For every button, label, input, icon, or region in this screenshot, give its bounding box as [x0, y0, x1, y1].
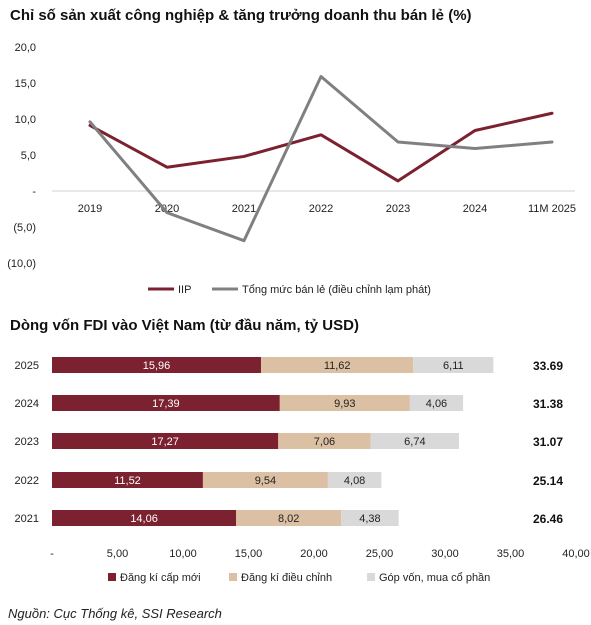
- y-tick-label: 15,0: [15, 78, 36, 90]
- x-tick-label: 40,00: [562, 548, 590, 560]
- bar-data-label: 8,02: [278, 513, 299, 525]
- bar-data-label: 15,96: [143, 360, 171, 372]
- legend-label: Đăng kí điều chỉnh: [241, 572, 332, 584]
- bar-data-label: 4,06: [426, 398, 447, 410]
- legend-swatch: [367, 573, 375, 581]
- bar-data-label: 11,52: [114, 475, 141, 487]
- y-category-label: 2023: [15, 436, 39, 448]
- bar-segment: [52, 395, 280, 411]
- bar-segment: [279, 395, 410, 411]
- x-tick-label: 2023: [386, 203, 410, 215]
- bar-segment: [278, 433, 371, 449]
- x-tick-label: 2022: [309, 203, 333, 215]
- x-tick-label: 30,00: [431, 548, 459, 560]
- source-note: Nguồn: Cục Thống kê, SSI Research: [8, 606, 222, 621]
- bar-data-label: 4,38: [359, 513, 380, 525]
- bar-data-label: 14,06: [130, 513, 158, 525]
- total-label: 33.69: [533, 359, 563, 373]
- x-tick-label: 5,00: [107, 548, 128, 560]
- bar-segment: [413, 357, 494, 373]
- iip-line: [88, 111, 554, 183]
- legend-swatch: [229, 573, 237, 581]
- bar-data-label: 6,11: [443, 360, 464, 372]
- bar-data-label: 9,54: [255, 475, 276, 487]
- total-label: 26.46: [533, 512, 563, 526]
- bar-segment: [327, 472, 382, 488]
- bar-segment: [236, 510, 342, 526]
- bar-chart-title: Dòng vốn FDI vào Việt Nam (từ đầu năm, t…: [10, 317, 359, 334]
- bar-segment: [52, 433, 279, 449]
- bar-segment: [341, 510, 399, 526]
- x-tick-label: 35,00: [497, 548, 525, 560]
- legend-label: Góp vốn, mua cổ phần: [379, 572, 490, 584]
- bar-data-label: 11,62: [324, 360, 351, 372]
- line-chart-title: Chỉ số sản xuất công nghiệp & tăng trưởn…: [10, 7, 472, 24]
- y-tick-label: (5,0): [13, 222, 36, 234]
- bar-data-label: 4,08: [344, 475, 365, 487]
- y-category-label: 2024: [15, 398, 39, 410]
- x-tick-label: 20,00: [300, 548, 328, 560]
- bar-segment: [409, 395, 464, 411]
- x-tick-label: 25,00: [366, 548, 394, 560]
- bar-data-label: 6,74: [404, 436, 425, 448]
- retail-sales-line: [88, 75, 554, 243]
- bar-segment: [370, 433, 460, 449]
- line-chart: 20,015,010,05,0-(5,0)(10,0)2019 2020 2021 2…: [7, 42, 576, 296]
- y-tick-label: (10,0): [7, 258, 36, 270]
- y-category-label: 2025: [15, 360, 39, 372]
- y-tick-label: -: [32, 186, 36, 198]
- legend-label: Đăng kí cấp mới: [120, 572, 201, 584]
- total-label: 31.38: [533, 397, 563, 411]
- x-tick-label: 2019: [78, 203, 102, 215]
- x-tick-label: 11M 2025: [528, 203, 576, 215]
- bar-segment: [52, 510, 237, 526]
- legend-swatch: [108, 573, 116, 581]
- y-category-label: 2022: [15, 475, 39, 487]
- total-label: 25.14: [533, 474, 563, 488]
- y-category-label: 2021: [15, 513, 39, 525]
- y-tick-label: 5,0: [21, 150, 36, 162]
- bar-segment: [52, 357, 262, 373]
- x-tick-label: 2021: [232, 203, 256, 215]
- bar-data-label: 17,39: [152, 398, 180, 410]
- bar-segment: [52, 472, 203, 488]
- legend-label: IIP: [178, 284, 191, 296]
- bar-segment: [202, 472, 328, 488]
- bar-segment: [261, 357, 414, 373]
- y-tick-label: 10,0: [15, 114, 36, 126]
- bar-data-label: 9,93: [334, 398, 355, 410]
- x-tick-label: -: [50, 548, 54, 560]
- bar-data-label: 17,27: [151, 436, 179, 448]
- y-tick-label: 20,0: [15, 42, 36, 54]
- x-tick-label: 15,00: [235, 548, 263, 560]
- total-label: 31.07: [533, 435, 563, 449]
- x-tick-label: 10,00: [169, 548, 197, 560]
- x-tick-label: 2024: [463, 203, 487, 215]
- bar-data-label: 7,06: [314, 436, 335, 448]
- legend-label: Tổng mức bán lẻ (điều chỉnh lạm phát): [242, 284, 431, 296]
